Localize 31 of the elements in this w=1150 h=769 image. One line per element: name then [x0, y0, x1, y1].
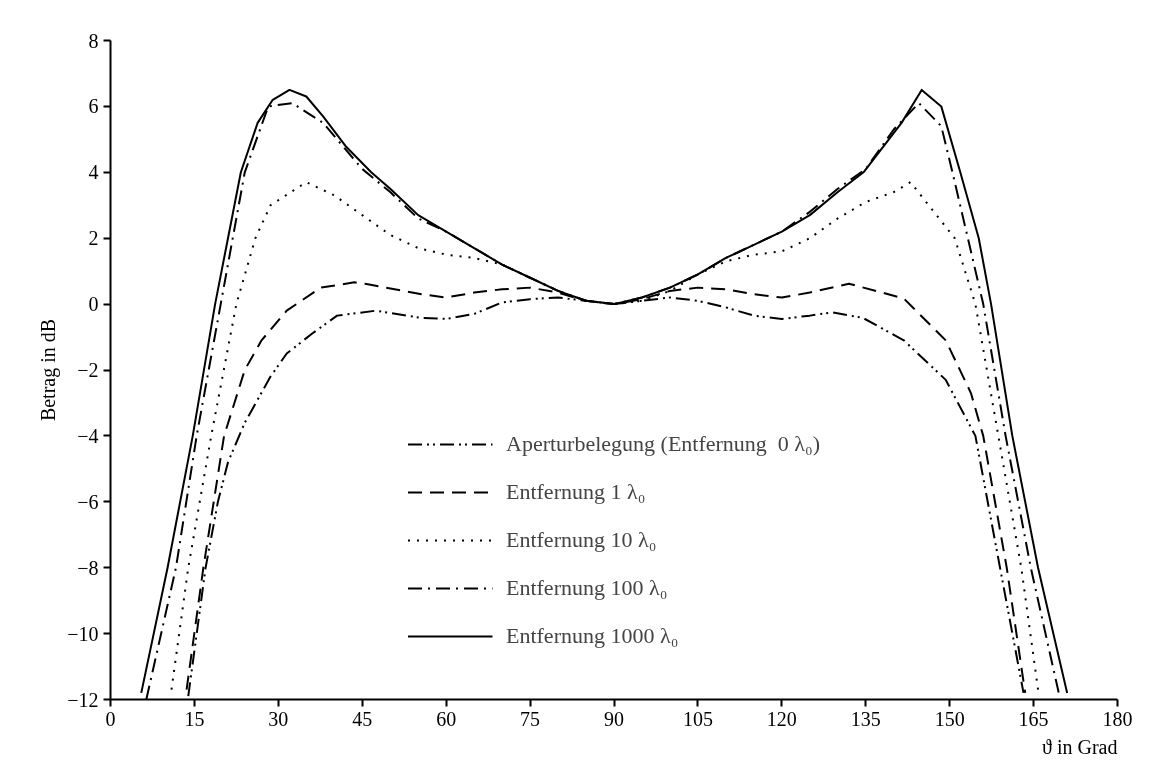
y-axis-title: Betrag in dB: [37, 318, 61, 422]
x-tick-label: 0: [105, 707, 116, 730]
y-tick-label: −12: [67, 688, 99, 711]
x-tick-label: 60: [436, 707, 457, 730]
y-tick-label: −2: [77, 359, 99, 381]
x-tick-label: 15: [184, 707, 205, 730]
x-tick-label: 90: [604, 707, 624, 730]
x-tick-label: 120: [766, 707, 797, 730]
y-tick-label: 6: [88, 95, 99, 118]
legend-label: Entfernung 100 λ₀: [505, 575, 668, 601]
x-axis-title: ϑ in Grad: [1042, 735, 1118, 758]
y-tick-label: 4: [88, 161, 99, 184]
legend-label: Entfernung 1 λ₀: [505, 479, 646, 505]
x-tick-label: 75: [520, 707, 541, 730]
x-tick-label: 135: [850, 707, 881, 730]
legend-label: Entfernung 1000 λ₀: [505, 623, 679, 649]
y-tick-label: −8: [77, 556, 99, 579]
y-tick-label: −6: [77, 490, 99, 513]
x-tick-label: 165: [1018, 707, 1049, 730]
y-tick-label: −10: [67, 622, 99, 645]
y-tick-label: 2: [88, 227, 99, 250]
x-tick-label: 45: [352, 707, 373, 730]
legend-label: Entfernung 10 λ₀: [505, 527, 657, 553]
legend-label: Aperturbelegung (Entfernung 0 λ₀): [505, 431, 821, 457]
y-tick-label: 0: [88, 293, 99, 316]
x-tick-label: 30: [268, 707, 289, 730]
y-tick-label: −4: [77, 424, 99, 447]
x-tick-label: 150: [934, 707, 965, 730]
x-tick-label: 105: [682, 707, 713, 730]
x-tick-label: 180: [1102, 707, 1133, 730]
y-tick-label: 8: [88, 29, 99, 52]
